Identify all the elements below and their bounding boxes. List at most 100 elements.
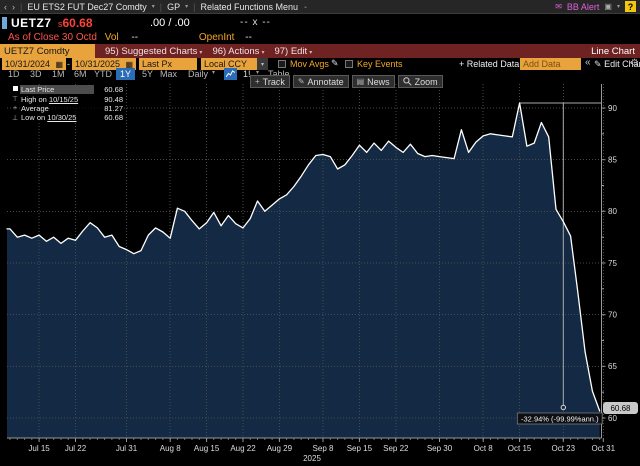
currency-selector[interactable]: Local CCY: [201, 58, 257, 70]
pencil-icon: ✎: [594, 59, 602, 69]
line-chart-type-icon[interactable]: [224, 68, 237, 80]
svg-text:Jul 31: Jul 31: [116, 444, 138, 453]
pencil-icon: ✎: [297, 77, 305, 86]
price-line: [6, 102, 601, 412]
chevron-down-icon: ▾: [199, 49, 203, 56]
year-label: 2025: [303, 454, 321, 463]
legend-value: 60.68: [94, 113, 124, 123]
calendar-icon[interactable]: ▦: [125, 59, 133, 69]
chevron-down-icon: ▾: [309, 49, 313, 56]
grid-vertical: [38, 84, 604, 438]
svg-text:80: 80: [608, 207, 617, 216]
annotate-button[interactable]: ✎ Annotate: [292, 75, 349, 88]
svg-text:60: 60: [608, 414, 617, 423]
key-events-checkbox[interactable]: [345, 60, 353, 68]
svg-text:Aug 22: Aug 22: [230, 444, 256, 453]
edit-menu[interactable]: 97) Edit ▾: [274, 45, 313, 57]
chevron-down-icon: ▾: [151, 4, 155, 10]
svg-text:75: 75: [608, 259, 617, 268]
high-date-link[interactable]: 10/15/25: [48, 94, 79, 104]
currency-dropdown-arrow[interactable]: ▾: [257, 58, 268, 70]
measure-annotation: [519, 102, 602, 411]
screen-code[interactable]: GP: [167, 1, 181, 12]
separator: |: [159, 1, 163, 12]
chevron-down-icon: ▾: [616, 4, 620, 10]
chart-number-indicator[interactable]: 1!: [243, 69, 251, 79]
legend-high-row[interactable]: ⊤ High on 10/15/25 90.48: [10, 94, 124, 104]
bb-alert-link[interactable]: BB Alert: [566, 1, 600, 12]
gear-icon[interactable]: ⚙: [630, 58, 639, 69]
calendar-icon[interactable]: ▦: [55, 59, 63, 69]
chart-legend: Last Price 60.68 ⊤ High on 10/15/25 90.4…: [10, 85, 124, 123]
date-range-separator: -: [67, 59, 70, 69]
last-price-badge: 60.68: [603, 402, 638, 414]
svg-text:70: 70: [608, 311, 617, 320]
as-of-row: As of Close 30 Octd Vol -- OpenInt --: [8, 32, 638, 43]
window-titlebar: ‹ › | EU ETS2 FUT Dec27 Comdty ▾ | GP ▾ …: [0, 0, 640, 14]
quote-row: UETZ7 s60.68 .00 / .00 -- x --: [0, 15, 640, 31]
legend-average-row[interactable]: + Average 81.27: [10, 103, 124, 113]
collapse-button[interactable]: «: [585, 57, 591, 68]
security-tab[interactable]: UETZ7 Comdty: [0, 44, 95, 58]
period-5y[interactable]: 5Y: [142, 69, 154, 79]
suggested-charts-menu[interactable]: 95) Suggested Charts ▾: [105, 45, 203, 57]
period-6m[interactable]: 6M: [74, 69, 87, 79]
period-row: 1D 3D 1M 6M YTD 1Y 5Y Max Daily ▾ 1! ▾ T…: [0, 67, 640, 80]
chevron-down-icon: ▾: [256, 70, 260, 76]
period-max[interactable]: Max: [160, 69, 178, 79]
period-1d[interactable]: 1D: [8, 69, 20, 79]
zoom-button[interactable]: Zoom: [397, 75, 443, 88]
svg-text:Aug 29: Aug 29: [267, 444, 293, 453]
volume-label: Vol: [104, 32, 119, 43]
period-ytd[interactable]: YTD: [94, 69, 112, 79]
mov-avgs-label[interactable]: Mov Avgs: [290, 59, 329, 69]
period-1y-selected[interactable]: 1Y: [116, 68, 136, 80]
period-1m[interactable]: 1M: [52, 69, 65, 79]
help-button[interactable]: ?: [625, 1, 636, 12]
svg-text:Jul 15: Jul 15: [28, 444, 50, 453]
related-functions-menu[interactable]: Related Functions Menu: [200, 1, 299, 12]
magnifier-icon: [402, 77, 412, 86]
news-button[interactable]: ▤ News: [351, 75, 395, 88]
legend-label: Average: [20, 103, 94, 113]
svg-text:Oct 31: Oct 31: [592, 444, 616, 453]
bid-ask: .00 / .00: [150, 17, 190, 29]
period-3d[interactable]: 3D: [30, 69, 42, 79]
table-button[interactable]: Table: [268, 69, 290, 79]
low-date-link[interactable]: 10/30/25: [47, 113, 77, 123]
legend-label: High on 10/15/25: [20, 94, 94, 104]
svg-text:Sep 8: Sep 8: [313, 444, 334, 453]
function-toolbar: UETZ7 Comdty 95) Suggested Charts ▾ 96) A…: [0, 44, 640, 58]
chevron-down-icon: ▾: [212, 70, 216, 76]
terminal-cursor: [2, 17, 7, 29]
svg-text:60.68: 60.68: [610, 404, 631, 413]
window-panel-icon[interactable]: ▣: [604, 2, 612, 11]
price-field-selector[interactable]: Last Px: [139, 58, 197, 70]
frequency-dropdown[interactable]: Daily: [188, 69, 209, 79]
svg-text:65: 65: [608, 362, 617, 371]
open-interest-label: OpenInt: [198, 32, 235, 43]
actions-menu[interactable]: 96) Actions ▾: [212, 45, 265, 57]
series-swatch: [10, 86, 20, 93]
security-title[interactable]: EU ETS2 FUT Dec27 Comdty: [27, 1, 147, 12]
low-marker-icon: ⊥: [11, 114, 19, 122]
forward-arrow-icon[interactable]: ›: [12, 1, 15, 12]
chart-type-label: Line Chart: [591, 45, 635, 57]
legend-last-price-row[interactable]: Last Price 60.68: [10, 85, 124, 95]
edit-pencil-icon[interactable]: ✎: [331, 58, 339, 68]
edit-chart-button[interactable]: ✎ Edit Chart: [594, 59, 640, 69]
svg-text:90: 90: [608, 104, 617, 113]
chevron-down-icon: ▾: [185, 4, 189, 10]
back-arrow-icon[interactable]: ‹: [4, 1, 7, 12]
key-events-label[interactable]: Key Events: [357, 59, 403, 69]
add-data-input[interactable]: Add Data: [520, 58, 581, 70]
svg-text:Sep 15: Sep 15: [347, 444, 373, 453]
open-interest-value: --: [245, 32, 252, 43]
grid-horizontal: [7, 107, 602, 419]
legend-low-row[interactable]: ⊥ Low on 10/30/25 60.68: [10, 113, 124, 123]
mov-avgs-checkbox[interactable]: [278, 60, 286, 68]
date-to-field[interactable]: 10/31/2025 ▦: [72, 58, 136, 70]
settle-prefix: s: [58, 19, 63, 29]
date-from-field[interactable]: 10/31/2024 ▦: [2, 58, 66, 70]
